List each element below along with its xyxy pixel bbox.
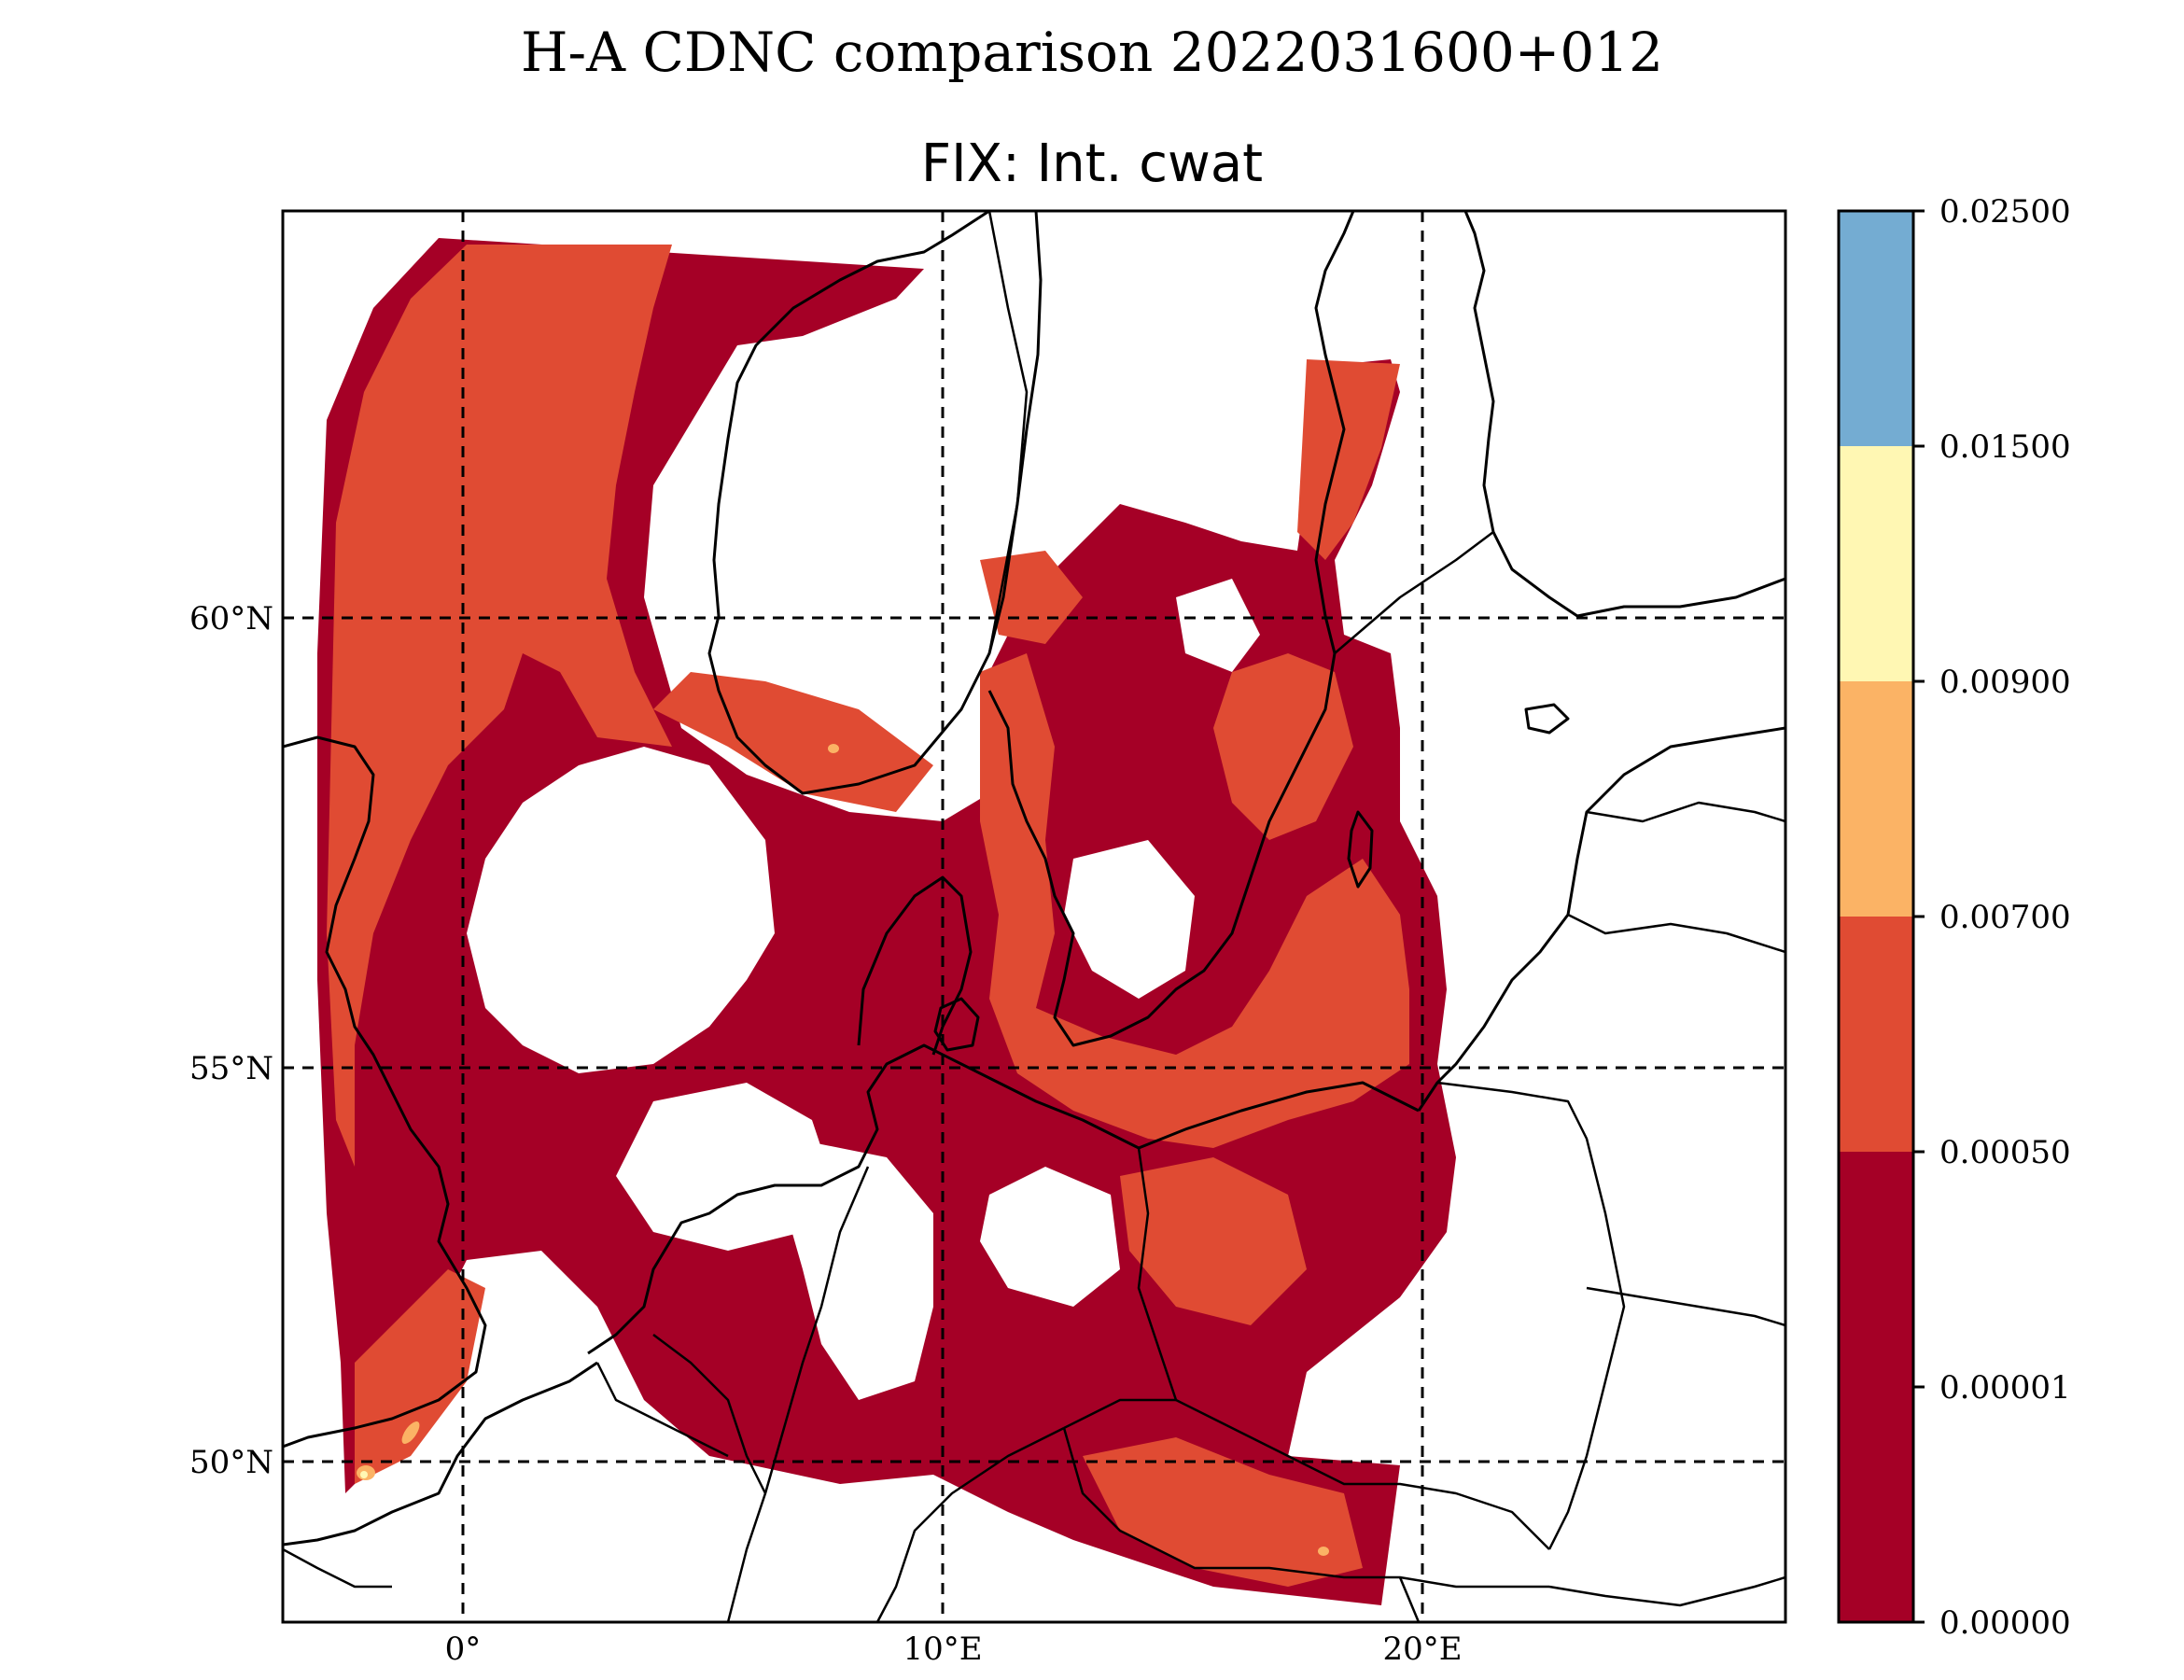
border	[1398, 1576, 1421, 1622]
coastline-zealand	[933, 997, 980, 1052]
border	[1062, 1427, 1549, 1589]
colorbar-label: 0.00001	[1939, 1369, 2071, 1407]
border	[875, 1426, 1065, 1622]
border	[1586, 1286, 1785, 1327]
field-level-2	[401, 1421, 420, 1444]
coastline-saaremaa	[1524, 703, 1570, 735]
colorbar-segment	[1839, 681, 1913, 917]
colorbar-label: 0.00900	[1939, 664, 2071, 701]
borders	[283, 211, 1785, 1622]
colorbar-segment	[1839, 211, 1913, 446]
map-title: FIX: Int. cwat	[920, 133, 1264, 194]
border	[1137, 1147, 1550, 1550]
field-gap	[1064, 840, 1195, 999]
field-level-1	[980, 653, 1409, 1148]
field-level-2	[828, 744, 839, 753]
colorbar-segment	[1839, 1152, 1913, 1387]
field-gap	[784, 1139, 933, 1400]
field-level-1	[1120, 1157, 1307, 1325]
coastline-france	[283, 1361, 598, 1547]
field-level-2	[1318, 1547, 1329, 1556]
map-frame	[281, 209, 1787, 1624]
colorbar-segment	[1839, 446, 1913, 681]
coastline-uk-east	[283, 735, 487, 1449]
coastline-denmark	[857, 875, 973, 1056]
border	[1548, 1575, 1785, 1607]
colorbar-segment	[1839, 917, 1913, 1152]
lon-label-0: 0°	[445, 1631, 482, 1668]
lon-label-10e: 10°E	[903, 1631, 982, 1668]
field-level-3	[360, 1471, 368, 1478]
figure-suptitle: H-A CDNC comparison 2022031600+012	[520, 21, 1664, 84]
lat-label-60n: 60°N	[189, 600, 273, 637]
map-panel	[283, 211, 1785, 1622]
lat-labels: 60°N 55°N 50°N	[189, 600, 273, 1481]
colorbar-label: 0.00700	[1939, 899, 2071, 936]
field-gap	[616, 1083, 831, 1251]
border	[1063, 1398, 1176, 1430]
coastline-gotland	[1347, 810, 1374, 889]
graticule	[283, 211, 1785, 1622]
field-level-1	[327, 245, 672, 1167]
border	[1586, 801, 1785, 823]
colorbar-label: 0.01500	[1939, 428, 2071, 466]
colorbar-label: 0.00050	[1939, 1134, 2071, 1171]
colorbar-label: 0.02500	[1939, 193, 2071, 231]
colorbar-label: 0.00000	[1939, 1604, 2071, 1642]
lon-label-20e: 20°E	[1382, 1631, 1462, 1668]
border	[1436, 1081, 1626, 1550]
border	[1334, 531, 1494, 654]
field-level-1	[1213, 653, 1353, 840]
lat-label-55n: 55°N	[189, 1050, 273, 1087]
border	[726, 1166, 870, 1622]
cloud-water-field	[317, 238, 1456, 1605]
field-gap	[1176, 579, 1260, 672]
colorbar-segment	[1839, 1387, 1913, 1622]
field-level-1	[653, 672, 933, 812]
lat-label-50n: 50°N	[189, 1444, 273, 1481]
field-level-1	[1083, 1437, 1363, 1587]
colorbar: 0.00000 0.00001 0.00050 0.00700 0.00900 …	[1837, 193, 2071, 1642]
border	[987, 211, 1029, 654]
field-gap	[980, 1167, 1120, 1307]
coastline-poland-germany	[587, 1043, 1420, 1355]
border	[283, 1547, 392, 1589]
field-level-1	[355, 1269, 485, 1484]
border	[1567, 913, 1785, 954]
border	[595, 1362, 729, 1458]
coastline-sweden	[987, 211, 1355, 1047]
border	[652, 1334, 767, 1494]
field-gap	[467, 747, 775, 1073]
lon-labels: 0° 10°E 20°E	[445, 1631, 1463, 1668]
coastline-finland	[1463, 211, 1785, 618]
